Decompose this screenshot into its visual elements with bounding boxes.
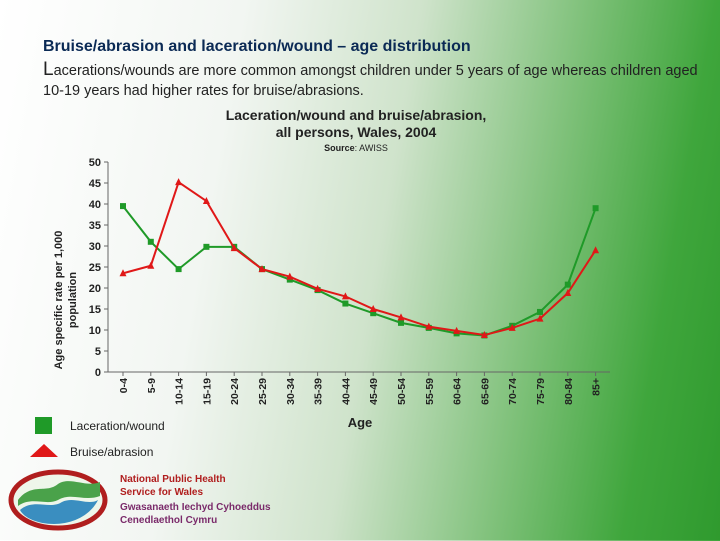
data-point-laceration-wound xyxy=(203,243,210,250)
data-point-laceration-wound xyxy=(370,310,377,317)
nphs-logo: National Public Health Service for Wales… xyxy=(6,466,271,536)
y-tick-label: 40 xyxy=(89,199,101,211)
data-point-laceration-wound xyxy=(147,238,154,245)
x-tick-label: 15-19 xyxy=(201,378,213,405)
data-point-bruise-abrasion xyxy=(314,284,322,292)
x-tick-label: 30-34 xyxy=(285,378,297,405)
nphs-logo-emblem-icon xyxy=(8,469,108,531)
line-chart: Laceration/wound and bruise/abrasion, al… xyxy=(53,107,610,430)
data-point-bruise-abrasion xyxy=(369,305,377,312)
x-tick-label: 55-59 xyxy=(424,378,436,405)
y-axis-title-line-2: population xyxy=(67,272,79,328)
data-point-bruise-abrasion xyxy=(202,197,210,205)
x-tick-label: 25-29 xyxy=(257,378,269,405)
x-tick-label: 5-9 xyxy=(146,378,158,393)
data-point-laceration-wound xyxy=(537,308,543,315)
data-point-laceration-wound xyxy=(120,203,126,210)
data-point-laceration-wound xyxy=(592,205,599,212)
y-tick-label: 50 xyxy=(89,157,101,169)
x-tick-label: 45-49 xyxy=(368,378,380,405)
red-triangle-marker-icon xyxy=(30,444,58,457)
data-point-laceration-wound xyxy=(564,281,571,288)
slide-body-first-letter: L xyxy=(43,59,54,80)
green-square-marker-icon xyxy=(35,417,52,434)
x-tick-label: 10-14 xyxy=(174,378,186,405)
data-point-bruise-abrasion xyxy=(230,244,238,252)
data-point-laceration-wound xyxy=(398,319,404,326)
data-point-bruise-abrasion xyxy=(175,178,183,186)
data-point-laceration-wound xyxy=(342,300,349,307)
data-point-bruise-abrasion xyxy=(508,323,516,331)
data-point-bruise-abrasion xyxy=(592,246,600,254)
data-point-bruise-abrasion xyxy=(286,272,294,280)
chart-source-value: : AWISS xyxy=(355,143,388,153)
logo-text-line-4: Cenedlaethol Cymru xyxy=(120,515,218,526)
y-tick-label: 45 xyxy=(89,178,101,190)
chart-series xyxy=(119,178,600,339)
chart-source: Source: AWISS xyxy=(324,143,388,153)
y-tick-label: 10 xyxy=(89,325,101,337)
x-tick-label: 0-4 xyxy=(118,378,130,393)
data-point-bruise-abrasion xyxy=(341,292,349,300)
y-axis-ticks: 0 5 10 15 20 25 30 35 40 45 50 xyxy=(89,157,108,379)
x-axis-ticks: 0-4 5-9 10-14 15-19 20-24 25-29 30-34 35-39 40-4… xyxy=(118,372,603,405)
x-tick-label: 50-54 xyxy=(396,378,408,405)
slide-title: Bruise/abrasion and laceration/wound – a… xyxy=(43,38,471,55)
data-point-bruise-abrasion xyxy=(453,326,461,334)
chart-title-line-2: all persons, Wales, 2004 xyxy=(276,124,437,140)
x-tick-label: 65-69 xyxy=(479,378,491,405)
x-tick-label: 40-44 xyxy=(340,378,352,405)
data-point-bruise-abrasion xyxy=(147,261,155,269)
series-line-bruise-abrasion xyxy=(122,180,597,337)
y-tick-label: 30 xyxy=(89,241,101,253)
data-point-bruise-abrasion xyxy=(258,265,266,273)
data-point-bruise-abrasion xyxy=(425,322,433,330)
data-point-bruise-abrasion xyxy=(397,313,405,321)
y-axis-title-line-1: Age specific rate per 1,000 xyxy=(53,231,65,370)
slide-body: Lacerations/wounds are more common among… xyxy=(43,60,703,101)
data-point-bruise-abrasion xyxy=(480,331,488,339)
logo-text-line-1: National Public Health xyxy=(120,474,226,485)
x-tick-label: 75-79 xyxy=(535,378,547,405)
y-tick-label: 0 xyxy=(95,367,101,379)
data-point-bruise-abrasion xyxy=(536,314,544,322)
y-tick-label: 15 xyxy=(89,304,101,316)
x-tick-label: 80-84 xyxy=(563,378,575,405)
x-tick-label: 85+ xyxy=(591,378,603,396)
legend-label-bruise: Bruise/abrasion xyxy=(70,445,154,459)
slide-body-text: acerations/wounds are more common amongs… xyxy=(43,63,698,99)
x-tick-label: 70-74 xyxy=(507,378,519,405)
y-tick-label: 5 xyxy=(95,346,101,358)
series-line-laceration-wound xyxy=(122,205,597,337)
logo-text-line-3: Gwasanaeth Iechyd Cyhoeddus xyxy=(120,502,271,513)
x-tick-label: 35-39 xyxy=(313,378,325,405)
legend-label-laceration: Laceration/wound xyxy=(70,419,165,433)
x-axis-title: Age xyxy=(348,415,373,430)
x-tick-label: 20-24 xyxy=(229,378,241,405)
y-tick-label: 20 xyxy=(89,283,101,295)
y-tick-label: 35 xyxy=(89,220,101,232)
data-point-bruise-abrasion xyxy=(564,289,572,297)
x-tick-label: 60-64 xyxy=(452,378,464,405)
data-point-bruise-abrasion xyxy=(119,269,127,277)
logo-text-line-2: Service for Wales xyxy=(120,487,204,498)
y-tick-label: 25 xyxy=(89,262,101,274)
data-point-laceration-wound xyxy=(175,266,182,273)
y-axis-title: Age specific rate per 1,000 population xyxy=(53,231,79,370)
chart-title-line-1: Laceration/wound and bruise/abrasion, xyxy=(226,107,487,123)
chart-source-label: Source xyxy=(324,143,355,153)
